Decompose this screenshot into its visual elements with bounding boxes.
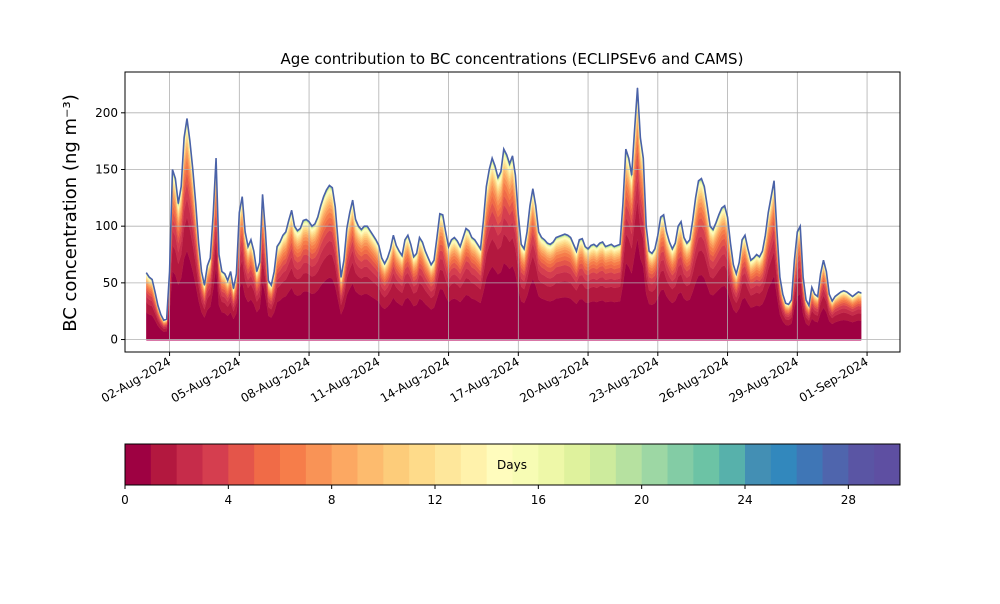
colorbar-swatch bbox=[486, 444, 513, 485]
colorbar-tick-label: 4 bbox=[225, 493, 233, 507]
x-tick-label: 05-Aug-2024 bbox=[169, 354, 243, 405]
x-tick-label: 02-Aug-2024 bbox=[99, 354, 173, 405]
colorbar-tick-label: 12 bbox=[427, 493, 442, 507]
total-concentration-line bbox=[145, 87, 862, 322]
colorbar-tick-label: 28 bbox=[841, 493, 856, 507]
y-tick-label: 100 bbox=[95, 219, 118, 233]
colorbar-swatch bbox=[125, 444, 152, 485]
colorbar-swatch bbox=[176, 444, 203, 485]
colorbar-swatch bbox=[848, 444, 875, 485]
colorbar-swatch bbox=[305, 444, 333, 485]
colorbar-swatch bbox=[796, 444, 823, 485]
plot-frame bbox=[124, 71, 901, 353]
colorbar-swatch bbox=[357, 444, 384, 485]
y-tick-label: 0 bbox=[110, 333, 118, 347]
colorbar-swatch bbox=[874, 444, 901, 485]
colorbar-label: Days bbox=[497, 458, 527, 472]
x-tick-label: 08-Aug-2024 bbox=[238, 354, 312, 405]
colorbar: 0 4 8 12 16 20 24 28 bbox=[121, 443, 901, 507]
colorbar-swatch bbox=[770, 444, 798, 485]
colorbar-swatch bbox=[150, 444, 178, 485]
colorbar-swatch bbox=[564, 444, 591, 485]
y-axis-label: BC concentration (ng m⁻³) bbox=[60, 94, 81, 332]
colorbar-swatch bbox=[667, 444, 694, 485]
colorbar-swatch bbox=[590, 444, 617, 485]
colorbar-swatch bbox=[280, 444, 307, 485]
colorbar-frame bbox=[124, 443, 901, 486]
colorbar-swatch bbox=[228, 444, 255, 485]
colorbar-swatch bbox=[409, 444, 436, 485]
y-tick-label: 200 bbox=[95, 106, 118, 120]
colorbar-swatch bbox=[202, 444, 229, 485]
colorbar-swatch bbox=[641, 444, 668, 485]
x-tick-label: 23-Aug-2024 bbox=[587, 354, 661, 405]
colorbar-tick-label: 0 bbox=[121, 493, 129, 507]
y-tick-label: 50 bbox=[103, 276, 118, 290]
colorbar-swatch bbox=[512, 444, 539, 485]
plot-layers bbox=[146, 87, 862, 340]
colorbar-tick-label: 20 bbox=[634, 493, 649, 507]
colorbar-tick-label: 8 bbox=[328, 493, 336, 507]
plot-grid bbox=[125, 72, 900, 352]
colorbar-swatch bbox=[254, 444, 281, 485]
y-axis: 0 50 100 150 200 bbox=[95, 106, 125, 347]
y-tick-label: 150 bbox=[95, 162, 118, 176]
plot-total bbox=[145, 87, 862, 342]
colorbar-swatch bbox=[693, 444, 720, 485]
x-tick-label: 29-Aug-2024 bbox=[727, 354, 801, 405]
colorbar-swatch bbox=[719, 444, 746, 485]
x-tick-label: 20-Aug-2024 bbox=[517, 354, 591, 405]
colorbar-swatch bbox=[460, 444, 488, 485]
x-tick-label: 01-Sep-2024 bbox=[797, 354, 871, 405]
colorbar-swatch bbox=[435, 444, 462, 485]
colorbar-swatch bbox=[615, 444, 643, 485]
colorbar-tick-label: 24 bbox=[737, 493, 752, 507]
colorbar-swatch bbox=[331, 444, 358, 485]
colorbar-swatch bbox=[538, 444, 565, 485]
x-axis: 02-Aug-202405-Aug-202408-Aug-202411-Aug-… bbox=[99, 352, 871, 405]
colorbar-swatch bbox=[745, 444, 772, 485]
x-tick-label: 11-Aug-2024 bbox=[308, 354, 382, 405]
chart-title: Age contribution to BC concentrations (E… bbox=[281, 50, 744, 68]
x-tick-label: 14-Aug-2024 bbox=[378, 354, 452, 405]
colorbar-swatch bbox=[822, 444, 849, 485]
x-tick-label: 26-Aug-2024 bbox=[657, 354, 731, 405]
colorbar-tick-label: 16 bbox=[531, 493, 546, 507]
colorbar-swatch bbox=[383, 444, 410, 485]
x-tick-label: 17-Aug-2024 bbox=[448, 354, 522, 405]
